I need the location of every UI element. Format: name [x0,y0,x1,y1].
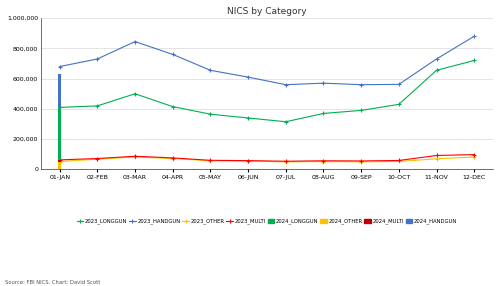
Bar [58,107,61,169]
Title: NICS by Category: NICS by Category [227,7,307,16]
Bar [58,160,61,169]
Bar [58,74,61,169]
Text: Source: FBI NICS. Chart: David Scott: Source: FBI NICS. Chart: David Scott [5,280,100,285]
Legend: 2023_LONGGUN, 2023_HANDGUN, 2023_OTHER, 2023_MULTI, 2024_LONGGUN, 2024_OTHER, 20: 2023_LONGGUN, 2023_HANDGUN, 2023_OTHER, … [77,219,457,224]
Bar [58,162,61,169]
